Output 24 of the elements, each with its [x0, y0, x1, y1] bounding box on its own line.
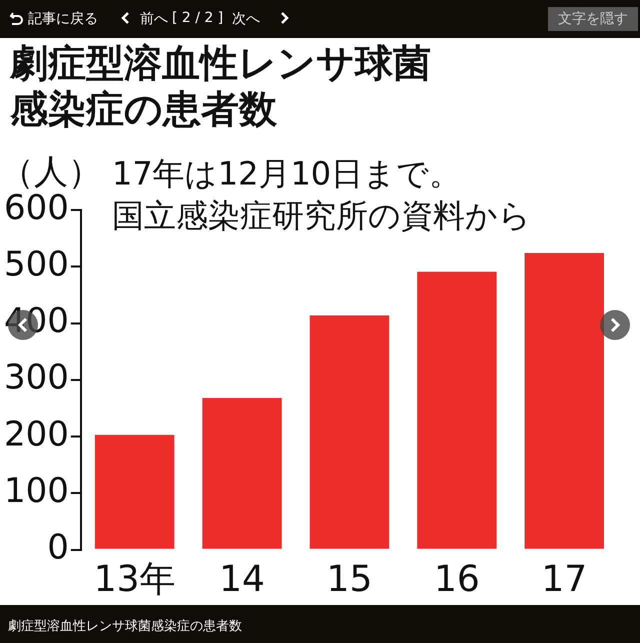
bar [94, 434, 174, 549]
x-tick-label: 14 [219, 558, 265, 600]
text: 劇症型溶血性レンサ球菌感染症の患者数 [8, 618, 242, 635]
x-tick-label: 15 [326, 558, 372, 600]
y-tick-label: 0 [47, 528, 69, 568]
annotation: 国立感染症研究所の資料から [112, 196, 531, 234]
x-tick-label: 16 [434, 558, 480, 600]
text: 前へ [140, 10, 168, 28]
x-tick-label: 17 [541, 558, 588, 600]
text: 17年は12月10日まで。 [112, 154, 462, 192]
text: 文字を隠す [548, 7, 638, 31]
y-tick-label: 300 [4, 358, 69, 398]
bar [417, 272, 497, 549]
text: [ 2 / 2 ] [172, 10, 224, 26]
y-tick-label: 100 [4, 470, 69, 511]
y-tick-label: 200 [4, 414, 69, 454]
x-tick-label: 13年 [94, 558, 176, 600]
bar [202, 398, 282, 549]
text: 記事に戻る [28, 10, 98, 28]
bar [310, 315, 390, 549]
bar [524, 253, 604, 549]
text: 次へ [232, 10, 260, 28]
chart-title: 劇症型溶血性レンサ球菌感染症の患者数 [10, 40, 432, 132]
y-tick-label: 500 [4, 244, 69, 284]
